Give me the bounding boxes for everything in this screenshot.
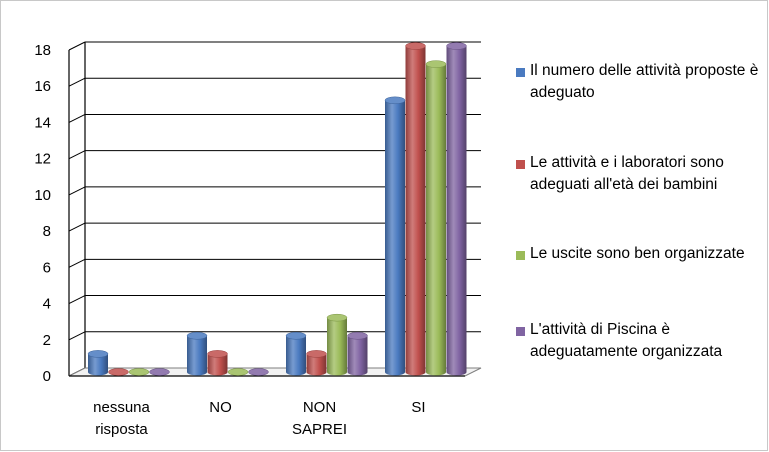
legend-label: Il numero delle attività proposte è adeg…: [530, 62, 759, 101]
x-tick-label: NO: [209, 399, 232, 416]
bar: [248, 368, 269, 376]
legend-label: L'attività di Piscina è adeguatamente or…: [530, 321, 723, 360]
bar: [405, 42, 426, 376]
x-axis-ticks: nessuna risposta NO NON SAPREI SI: [93, 399, 425, 438]
legend-label: Le uscite sono ben organizzate: [530, 245, 745, 262]
bar: [128, 368, 150, 376]
y-tick-label: 2: [43, 332, 51, 349]
bar: [446, 42, 467, 376]
y-tick-label: 18: [34, 42, 51, 59]
bar: [425, 60, 447, 376]
x-tick-label: SAPREI: [292, 421, 347, 438]
legend-swatch: [516, 160, 525, 169]
y-tick-label: 14: [34, 114, 51, 131]
y-tick-label: 16: [34, 78, 51, 95]
x-tick-label: nessuna: [93, 399, 150, 416]
bar: [384, 96, 406, 376]
y-tick-label: 4: [43, 296, 51, 313]
y-axis-ticks: 0 2 4 6 8 10 12 14 16 18: [34, 42, 51, 385]
bar: [207, 350, 228, 376]
legend-swatch: [516, 327, 525, 336]
bar: [227, 368, 249, 376]
legend-swatch: [516, 251, 525, 260]
legend-label: Le attività e i laboratori sono adeguati…: [530, 154, 724, 193]
bar: [326, 313, 348, 376]
x-tick-label: risposta: [95, 421, 148, 438]
x-tick-label: NON: [303, 399, 336, 416]
legend-swatch: [516, 68, 525, 77]
bar: [149, 368, 170, 376]
bar: [108, 368, 129, 376]
bar: [87, 350, 109, 376]
y-tick-label: 6: [43, 259, 51, 276]
y-tick-label: 0: [43, 368, 51, 385]
y-tick-label: 10: [34, 187, 51, 204]
bar: [306, 350, 327, 376]
bar: [347, 332, 368, 376]
bars: [87, 42, 467, 376]
bar: [186, 332, 208, 376]
x-tick-label: SI: [411, 399, 425, 416]
y-tick-label: 8: [43, 223, 51, 240]
y-tick-label: 12: [34, 151, 51, 168]
bar: [285, 332, 307, 376]
